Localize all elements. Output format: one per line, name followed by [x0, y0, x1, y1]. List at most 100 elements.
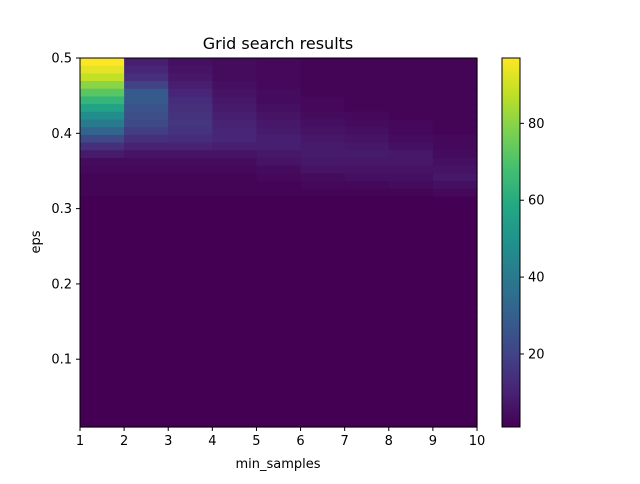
heatmap-cell [168, 219, 213, 228]
heatmap-cell [80, 234, 125, 244]
x-tick-label: 7 [341, 434, 349, 449]
heatmap-cell [212, 96, 258, 105]
heatmap-cell [344, 280, 390, 290]
heatmap-cell [212, 134, 258, 144]
heatmap-cell [344, 227, 390, 236]
heatmap-cell [124, 204, 169, 213]
heatmap-cell [256, 181, 302, 190]
heatmap-cell [124, 342, 169, 351]
heatmap-cell [388, 204, 434, 213]
heatmap-cell [432, 196, 478, 205]
heatmap-cell [300, 242, 346, 251]
heatmap-cell [256, 134, 302, 144]
heatmap-cell [168, 227, 213, 236]
heatmap-cell [432, 181, 478, 190]
heatmap-cell [80, 181, 125, 190]
heatmap-cell [432, 58, 478, 67]
colorbar-tick-label: 60 [528, 194, 545, 209]
heatmap-cell [300, 357, 346, 367]
heatmap-cell [300, 280, 346, 290]
heatmap-cell [80, 65, 125, 74]
colorbar-tick-label: 80 [528, 117, 545, 132]
heatmap-cell [80, 419, 125, 428]
colorbar-tick-label: 40 [528, 271, 545, 286]
heatmap-cell [388, 165, 434, 174]
heatmap-cell [256, 219, 302, 228]
heatmap-cell [388, 257, 434, 267]
y-tick-label: 0.2 [51, 277, 72, 292]
heatmap-cells [80, 58, 478, 428]
heatmap-cell [168, 411, 213, 420]
heatmap-cell [80, 296, 125, 305]
heatmap-cell [388, 73, 434, 82]
heatmap-cell [388, 411, 434, 420]
heatmap-cell [168, 342, 213, 351]
heatmap-cell [80, 350, 125, 359]
x-tick-label: 10 [469, 434, 486, 449]
heatmap-cell [300, 96, 346, 105]
heatmap-cell [432, 134, 478, 144]
heatmap-cell [124, 142, 169, 151]
x-tick-label: 9 [429, 434, 437, 449]
heatmap-cell [388, 188, 434, 197]
heatmap-cell [432, 188, 478, 197]
heatmap-cell [212, 365, 258, 374]
heatmap-cell [124, 134, 169, 144]
heatmap-cell [300, 296, 346, 305]
heatmap-cell [80, 380, 125, 390]
heatmap-cell [168, 250, 213, 259]
heatmap-cell [388, 403, 434, 413]
heatmap-cell [124, 150, 169, 159]
heatmap-cell [344, 288, 390, 297]
x-tick-label: 4 [208, 434, 216, 449]
heatmap-cell [344, 88, 390, 98]
heatmap-cell [344, 58, 390, 67]
heatmap-cell [432, 265, 478, 274]
heatmap-cell [124, 365, 169, 374]
heatmap-cell [300, 403, 346, 413]
heatmap-cell [124, 311, 169, 320]
heatmap-cell [80, 150, 125, 159]
heatmap-cell [80, 334, 125, 344]
heatmap-cell [212, 411, 258, 420]
heatmap-cell [388, 319, 434, 328]
plot-frame [79, 57, 478, 428]
heatmap-cell [388, 119, 434, 128]
heatmap-cell [344, 196, 390, 205]
heatmap-cell [212, 111, 258, 121]
heatmap-cell [124, 173, 169, 182]
heatmap-cell [212, 388, 258, 397]
heatmap-cell [168, 380, 213, 390]
heatmap-cell [432, 342, 478, 351]
x-tick-label: 3 [164, 434, 172, 449]
heatmap-cell [388, 227, 434, 236]
heatmap-cell [432, 396, 478, 405]
heatmap-cell [80, 250, 125, 259]
heatmap-cell [168, 304, 213, 313]
heatmap-cell [256, 373, 302, 382]
heatmap-cell [432, 173, 478, 182]
heatmap-cell [212, 257, 258, 267]
heatmap-cell [344, 81, 390, 90]
heatmap-cell [80, 342, 125, 351]
heatmap-cell [124, 319, 169, 328]
heatmap-cell [256, 150, 302, 159]
heatmap-cell [432, 334, 478, 344]
heatmap-cell [212, 65, 258, 74]
heatmap-cell [168, 127, 213, 136]
heatmap-cell [344, 342, 390, 351]
y-tick-label: 0.3 [51, 202, 72, 217]
heatmap-cell [300, 142, 346, 151]
x-axis-label: min_samples [235, 457, 320, 472]
heatmap-cell [212, 181, 258, 190]
heatmap-cell [300, 319, 346, 328]
heatmap-cell [168, 211, 213, 221]
heatmap-cell [168, 311, 213, 320]
heatmap-cell [124, 196, 169, 205]
heatmap-cell [388, 181, 434, 190]
heatmap-cell [256, 288, 302, 297]
heatmap-cell [256, 104, 302, 113]
heatmap-cell [256, 273, 302, 282]
heatmap-cell [212, 104, 258, 113]
heatmap-cell [432, 373, 478, 382]
